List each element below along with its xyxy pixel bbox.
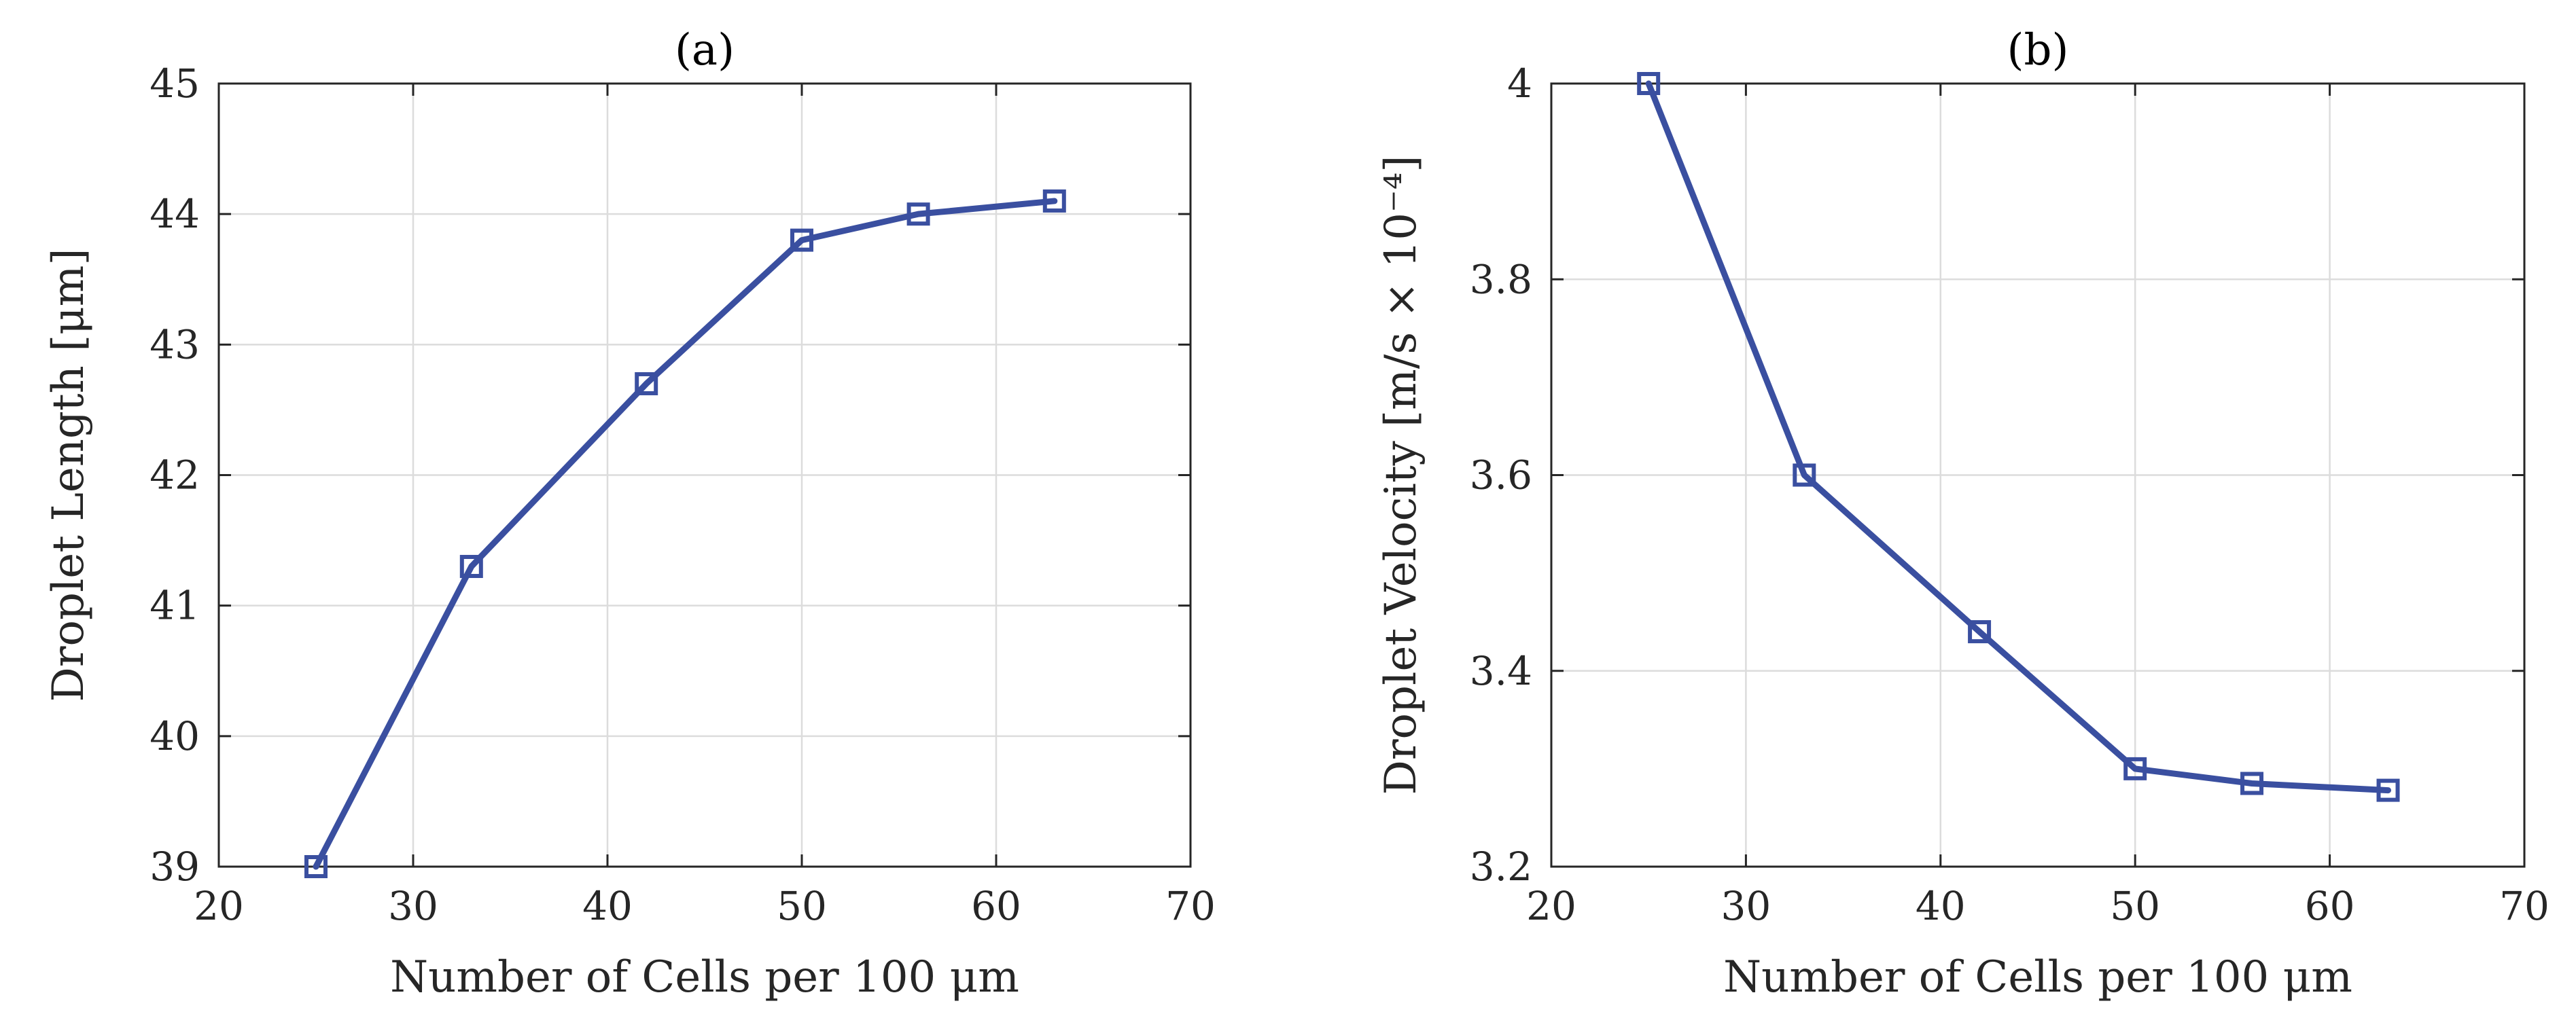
chart-a: 20 30 40 50 60 70 39 40 41 42 43 44 45 (a) Number of C…	[43, 25, 1216, 1002]
y-tick-label: 4	[1507, 60, 1532, 107]
y-axis-label: Droplet Length [μm]	[43, 249, 94, 702]
data-point-marker	[635, 372, 658, 395]
x-tick-label: 20	[1526, 883, 1576, 929]
x-tick-label: 50	[2110, 883, 2160, 929]
y-tick-label: 41	[149, 583, 200, 629]
x-tick-label: 70	[2499, 883, 2549, 929]
x-axis-label: Number of Cells per 100 μm	[1723, 952, 2352, 1002]
series-line	[313, 198, 1058, 870]
data-point-marker	[906, 202, 930, 226]
data-point-marker	[2240, 772, 2264, 795]
x-axis-label: Number of Cells per 100 μm	[390, 952, 1019, 1002]
axes-frame	[1550, 82, 2526, 868]
data-point-marker	[304, 855, 328, 878]
x-tick-label: 70	[1165, 883, 1216, 929]
series-line	[1645, 80, 2392, 794]
x-tick-label: 40	[582, 883, 633, 929]
y-tick-label: 45	[149, 60, 200, 107]
y-tick-label: 3.6	[1470, 452, 1532, 499]
y-tick-label: 3.8	[1470, 256, 1532, 302]
data-point-marker	[459, 555, 483, 579]
axes-frame	[217, 82, 1192, 868]
chart-title: (a)	[675, 25, 735, 75]
x-tick-label: 50	[777, 883, 827, 929]
y-tick-label: 44	[149, 191, 200, 237]
y-tick-label: 40	[149, 713, 200, 759]
y-tick-label: 42	[149, 452, 200, 499]
x-tick-label: 40	[1916, 883, 1966, 929]
x-tick-label: 60	[2305, 883, 2355, 929]
data-point-marker	[2123, 757, 2147, 780]
x-tick-label: 20	[194, 883, 244, 929]
y-tick-label: 3.2	[1470, 844, 1532, 890]
data-point-marker	[790, 228, 813, 252]
data-point-marker	[1637, 72, 1661, 95]
data-point-marker	[1042, 189, 1066, 213]
chart-title: (b)	[2007, 25, 2069, 75]
y-axis-label: Droplet Velocity [m/s × 10⁻⁴]	[1376, 156, 1426, 795]
data-point-marker	[2376, 778, 2400, 802]
y-tick-label: 39	[149, 844, 200, 890]
y-tick-label: 3.4	[1470, 648, 1532, 694]
y-tick-label: 43	[149, 321, 200, 367]
x-tick-label: 30	[1721, 883, 1771, 929]
chart-b: 20 30 40 50 60 70 3.2 3.4 3.6 3.8 4 (b) Number of Ce…	[1376, 25, 2549, 1002]
x-tick-label: 60	[971, 883, 1021, 929]
data-point-marker	[1793, 463, 1816, 487]
x-tick-label: 30	[388, 883, 438, 929]
data-point-marker	[1968, 620, 1992, 644]
